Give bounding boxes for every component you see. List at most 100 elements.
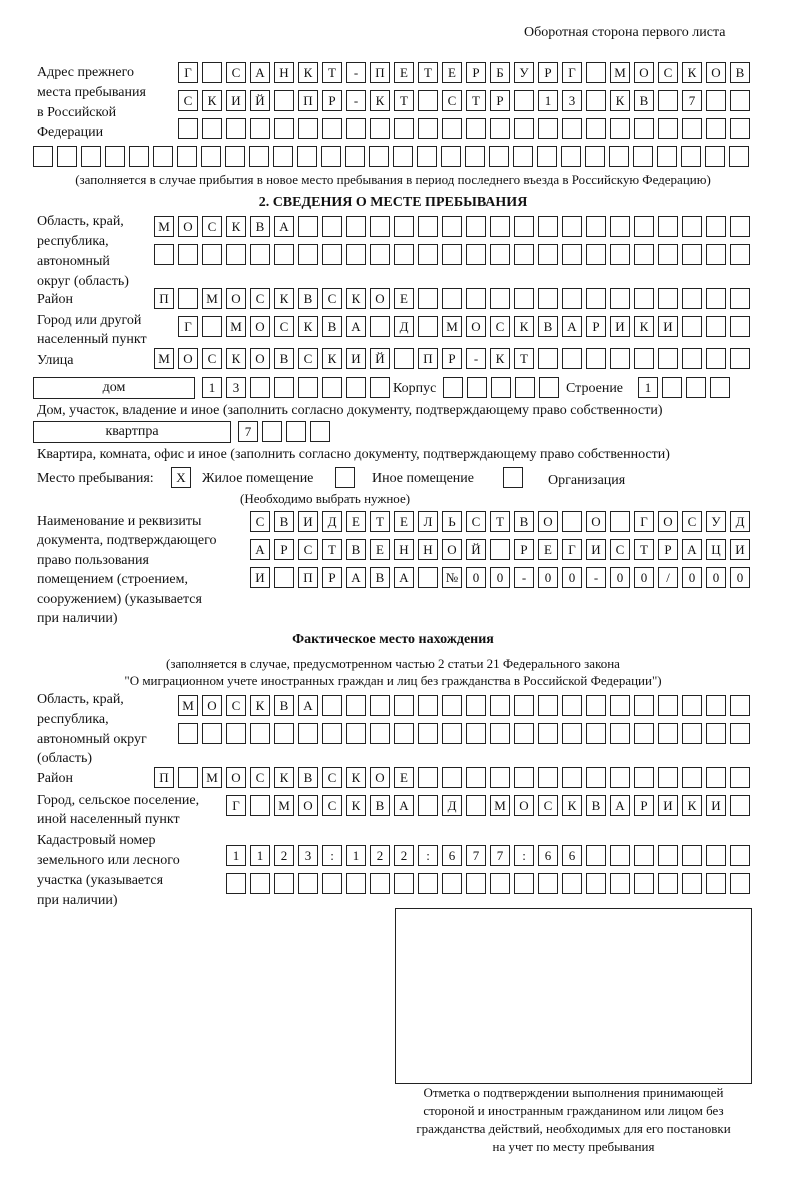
char-cell[interactable] <box>610 216 630 237</box>
char-cell[interactable]: И <box>706 795 726 816</box>
char-cell[interactable] <box>586 62 606 83</box>
char-cell[interactable] <box>514 288 534 309</box>
char-cell[interactable]: И <box>226 90 246 111</box>
char-cell[interactable]: 2 <box>370 845 390 866</box>
char-cell[interactable]: К <box>250 695 270 716</box>
char-cell[interactable] <box>658 695 678 716</box>
char-cell[interactable] <box>730 118 750 139</box>
char-cell[interactable] <box>730 767 750 788</box>
char-cell[interactable] <box>514 216 534 237</box>
char-cell[interactable]: С <box>250 767 270 788</box>
char-cell[interactable] <box>562 216 582 237</box>
char-cell[interactable]: И <box>658 316 678 337</box>
char-cell[interactable] <box>346 377 366 398</box>
char-cell[interactable]: О <box>514 795 534 816</box>
char-cell[interactable] <box>177 146 197 167</box>
char-cell[interactable] <box>682 244 702 265</box>
char-cell[interactable] <box>658 767 678 788</box>
char-cell[interactable]: К <box>370 90 390 111</box>
char-cell[interactable] <box>274 723 294 744</box>
char-cell[interactable] <box>274 873 294 894</box>
char-cell[interactable] <box>586 767 606 788</box>
char-cell[interactable] <box>681 146 701 167</box>
char-cell[interactable] <box>322 244 342 265</box>
char-cell[interactable]: 0 <box>634 567 654 588</box>
char-cell[interactable] <box>370 216 390 237</box>
char-cell[interactable] <box>490 723 510 744</box>
char-cell[interactable]: О <box>250 316 270 337</box>
char-cell[interactable] <box>585 146 605 167</box>
char-cell[interactable] <box>610 723 630 744</box>
char-cell[interactable] <box>250 377 270 398</box>
char-cell[interactable] <box>682 695 702 716</box>
char-cell[interactable] <box>538 118 558 139</box>
char-cell[interactable]: С <box>226 695 246 716</box>
char-cell[interactable] <box>322 695 342 716</box>
char-cell[interactable] <box>226 244 246 265</box>
char-cell[interactable] <box>298 216 318 237</box>
char-cell[interactable] <box>286 421 306 442</box>
char-cell[interactable]: Е <box>394 511 414 532</box>
char-cell[interactable]: А <box>298 695 318 716</box>
char-cell[interactable]: 6 <box>538 845 558 866</box>
char-cell[interactable] <box>394 216 414 237</box>
char-cell[interactable]: А <box>250 62 270 83</box>
char-cell[interactable]: 0 <box>682 567 702 588</box>
char-cell[interactable] <box>658 845 678 866</box>
char-cell[interactable]: А <box>610 795 630 816</box>
char-cell[interactable]: Ц <box>706 539 726 560</box>
char-cell[interactable] <box>345 146 365 167</box>
char-cell[interactable] <box>178 288 198 309</box>
char-cell[interactable]: Й <box>466 539 486 560</box>
char-cell[interactable]: Д <box>730 511 750 532</box>
char-cell[interactable] <box>682 316 702 337</box>
char-cell[interactable]: И <box>250 567 270 588</box>
char-cell[interactable]: Т <box>514 348 534 369</box>
char-cell[interactable] <box>418 695 438 716</box>
char-cell[interactable]: В <box>274 348 294 369</box>
char-cell[interactable]: П <box>298 90 318 111</box>
char-cell[interactable]: И <box>586 539 606 560</box>
char-cell[interactable]: В <box>634 90 654 111</box>
char-cell[interactable]: - <box>346 90 366 111</box>
char-cell[interactable] <box>418 216 438 237</box>
char-cell[interactable] <box>490 288 510 309</box>
char-cell[interactable]: К <box>346 795 366 816</box>
char-cell[interactable] <box>730 216 750 237</box>
char-cell[interactable]: Й <box>250 90 270 111</box>
char-cell[interactable]: 3 <box>298 845 318 866</box>
char-cell[interactable]: К <box>202 90 222 111</box>
char-cell[interactable] <box>610 695 630 716</box>
char-cell[interactable] <box>490 244 510 265</box>
char-cell[interactable] <box>610 244 630 265</box>
char-cell[interactable] <box>178 118 198 139</box>
char-cell[interactable] <box>658 90 678 111</box>
building-row[interactable]: 1 <box>638 377 730 398</box>
char-cell[interactable] <box>610 348 630 369</box>
char-cell[interactable] <box>346 695 366 716</box>
char-cell[interactable]: 2 <box>394 845 414 866</box>
char-cell[interactable] <box>369 146 389 167</box>
char-cell[interactable]: - <box>346 62 366 83</box>
char-cell[interactable] <box>706 288 726 309</box>
char-cell[interactable]: К <box>322 348 342 369</box>
char-cell[interactable]: У <box>514 62 534 83</box>
char-cell[interactable] <box>322 118 342 139</box>
char-cell[interactable]: М <box>154 216 174 237</box>
char-cell[interactable] <box>586 695 606 716</box>
char-cell[interactable] <box>682 288 702 309</box>
char-cell[interactable]: К <box>562 795 582 816</box>
char-cell[interactable] <box>706 244 726 265</box>
char-cell[interactable] <box>297 146 317 167</box>
char-cell[interactable]: Р <box>538 62 558 83</box>
char-cell[interactable]: Е <box>538 539 558 560</box>
char-cell[interactable] <box>298 118 318 139</box>
char-cell[interactable]: М <box>490 795 510 816</box>
char-cell[interactable] <box>489 146 509 167</box>
char-cell[interactable] <box>442 244 462 265</box>
char-cell[interactable]: С <box>682 511 702 532</box>
